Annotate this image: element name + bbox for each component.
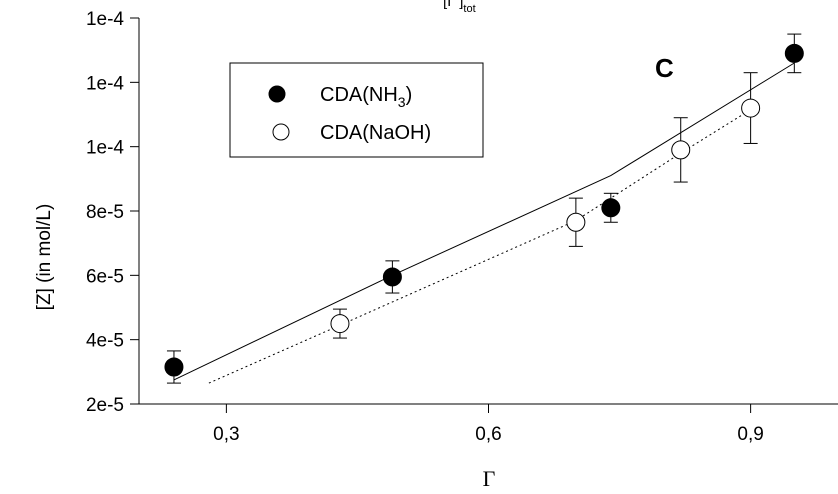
data-point-naoh — [671, 140, 691, 160]
y-tick-label: 1e-4 — [86, 9, 124, 30]
data-point-naoh — [566, 212, 586, 232]
y-tick-label: 1e-4 — [86, 73, 124, 94]
y-tick-label: 8e-5 — [86, 202, 124, 223]
legend-box — [229, 62, 484, 158]
data-point-nh3 — [382, 267, 402, 287]
x-axis-label: Γ — [483, 466, 496, 491]
y-axis-label: [Z] (in mol/L) — [34, 204, 55, 311]
axis-ticks: 2e-5 4e-5 6e-5 8e-5 1e-4 1e-4 1e-4 0,3 0,6 0,9 — [86, 9, 764, 445]
y-tick-label: 4e-5 — [86, 331, 124, 352]
top-label: [I⁻]tot — [443, 0, 476, 15]
legend-marker-open — [272, 123, 290, 141]
legend: CDA(NH3) CDA(NaOH) — [229, 62, 484, 158]
data-point-nh3 — [601, 198, 621, 218]
data-point-naoh — [741, 98, 761, 118]
legend-marker-filled — [268, 85, 286, 103]
y-tick-label: 6e-5 — [86, 266, 124, 287]
legend-label-naoh: CDA(NaOH) — [320, 122, 431, 144]
x-tick-label: 0,6 — [475, 424, 501, 445]
y-tick-label: 2e-5 — [86, 395, 124, 416]
x-tick-label: 0,3 — [213, 424, 239, 445]
y-tick-label: 1e-4 — [86, 138, 124, 159]
x-tick-label: 0,9 — [737, 424, 763, 445]
data-markers — [164, 43, 804, 377]
data-point-naoh — [330, 314, 350, 334]
data-point-nh3 — [784, 43, 804, 63]
panel-label: C — [655, 53, 674, 83]
data-point-nh3 — [164, 357, 184, 377]
legend-label-nh3: CDA(NH3) — [320, 84, 412, 110]
fit-line-nh3 — [173, 62, 795, 381]
